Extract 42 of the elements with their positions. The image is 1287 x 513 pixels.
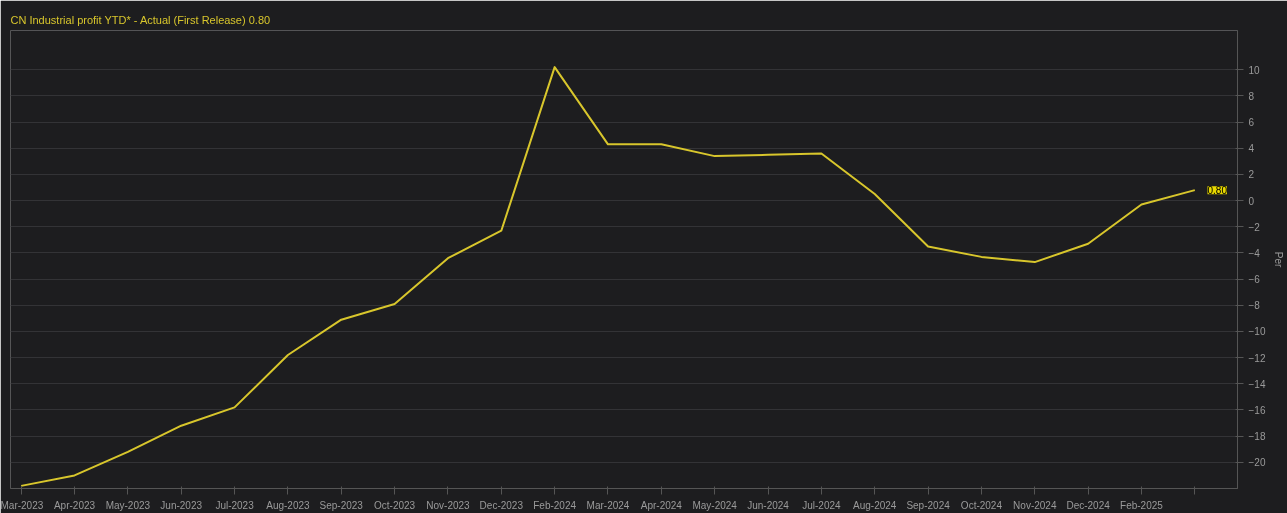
- y-tick-label: −14: [1248, 378, 1266, 390]
- y-tick-label: 10: [1248, 64, 1261, 76]
- x-tick-label: Apr-2023: [53, 499, 96, 511]
- y-tick-label: −10: [1248, 326, 1266, 338]
- x-tick-label: Feb-2025: [1120, 499, 1164, 511]
- x-tick-label: Dec-2023: [479, 499, 524, 511]
- x-tick-label: Dec-2024: [1066, 499, 1111, 511]
- y-tick-label: 0: [1248, 195, 1255, 207]
- y-tick-label: −6: [1248, 274, 1261, 286]
- x-tick-label: Jun-2023: [160, 499, 203, 511]
- x-tick-label: Sep-2024: [906, 499, 951, 511]
- x-tick-label: Oct-2024: [960, 499, 1003, 511]
- y-tick-label: −20: [1248, 457, 1266, 469]
- y-tick-label: −16: [1248, 404, 1266, 416]
- x-tick-label: Feb-2024: [533, 499, 577, 511]
- x-tick-label: Mar-2023: [0, 499, 44, 511]
- y-tick-label: −2: [1248, 221, 1261, 233]
- chart-title: CN Industrial profit YTD* - Actual (First Release) 0.80: [10, 13, 271, 26]
- x-tick-label: Nov-2024: [1013, 499, 1057, 511]
- y-axis-title: Per: [1273, 251, 1285, 268]
- x-tick-label: May-2024: [692, 499, 738, 511]
- x-tick-label: Nov-2023: [426, 499, 471, 511]
- x-tick-label: Aug-2024: [853, 499, 897, 511]
- x-tick-label: May-2023: [105, 499, 151, 511]
- y-tick-label: 2: [1248, 169, 1255, 181]
- line-series: [20, 66, 1196, 487]
- y-tick-label: −18: [1248, 431, 1266, 443]
- y-tick-label: −12: [1248, 352, 1266, 364]
- x-tick-label: Mar-2024: [586, 499, 630, 511]
- y-tick-label: 4: [1248, 143, 1255, 155]
- x-tick-label: Jul-2024: [802, 499, 842, 511]
- x-tick-label: Oct-2023: [374, 499, 416, 511]
- x-tick-label: Jun-2024: [747, 499, 790, 511]
- x-tick-label: Aug-2023: [266, 499, 311, 511]
- y-tick-label: 6: [1248, 117, 1255, 129]
- x-tick-label: Jul-2023: [215, 499, 255, 511]
- x-tick-label: Apr-2024: [640, 499, 683, 511]
- annotation: 0.80: [1207, 185, 1228, 197]
- y-tick-label: −8: [1248, 300, 1261, 312]
- x-tick-label: Sep-2023: [319, 499, 364, 511]
- y-tick-label: 8: [1248, 90, 1255, 102]
- y-tick-label: −4: [1248, 247, 1261, 259]
